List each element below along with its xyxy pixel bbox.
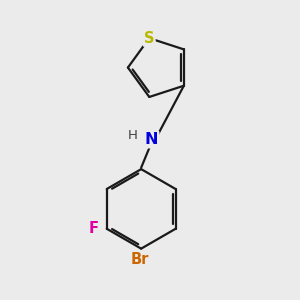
Text: S: S bbox=[144, 31, 154, 46]
Text: Br: Br bbox=[130, 252, 149, 267]
Text: F: F bbox=[88, 221, 98, 236]
Text: H: H bbox=[128, 129, 137, 142]
Text: N: N bbox=[145, 132, 158, 147]
